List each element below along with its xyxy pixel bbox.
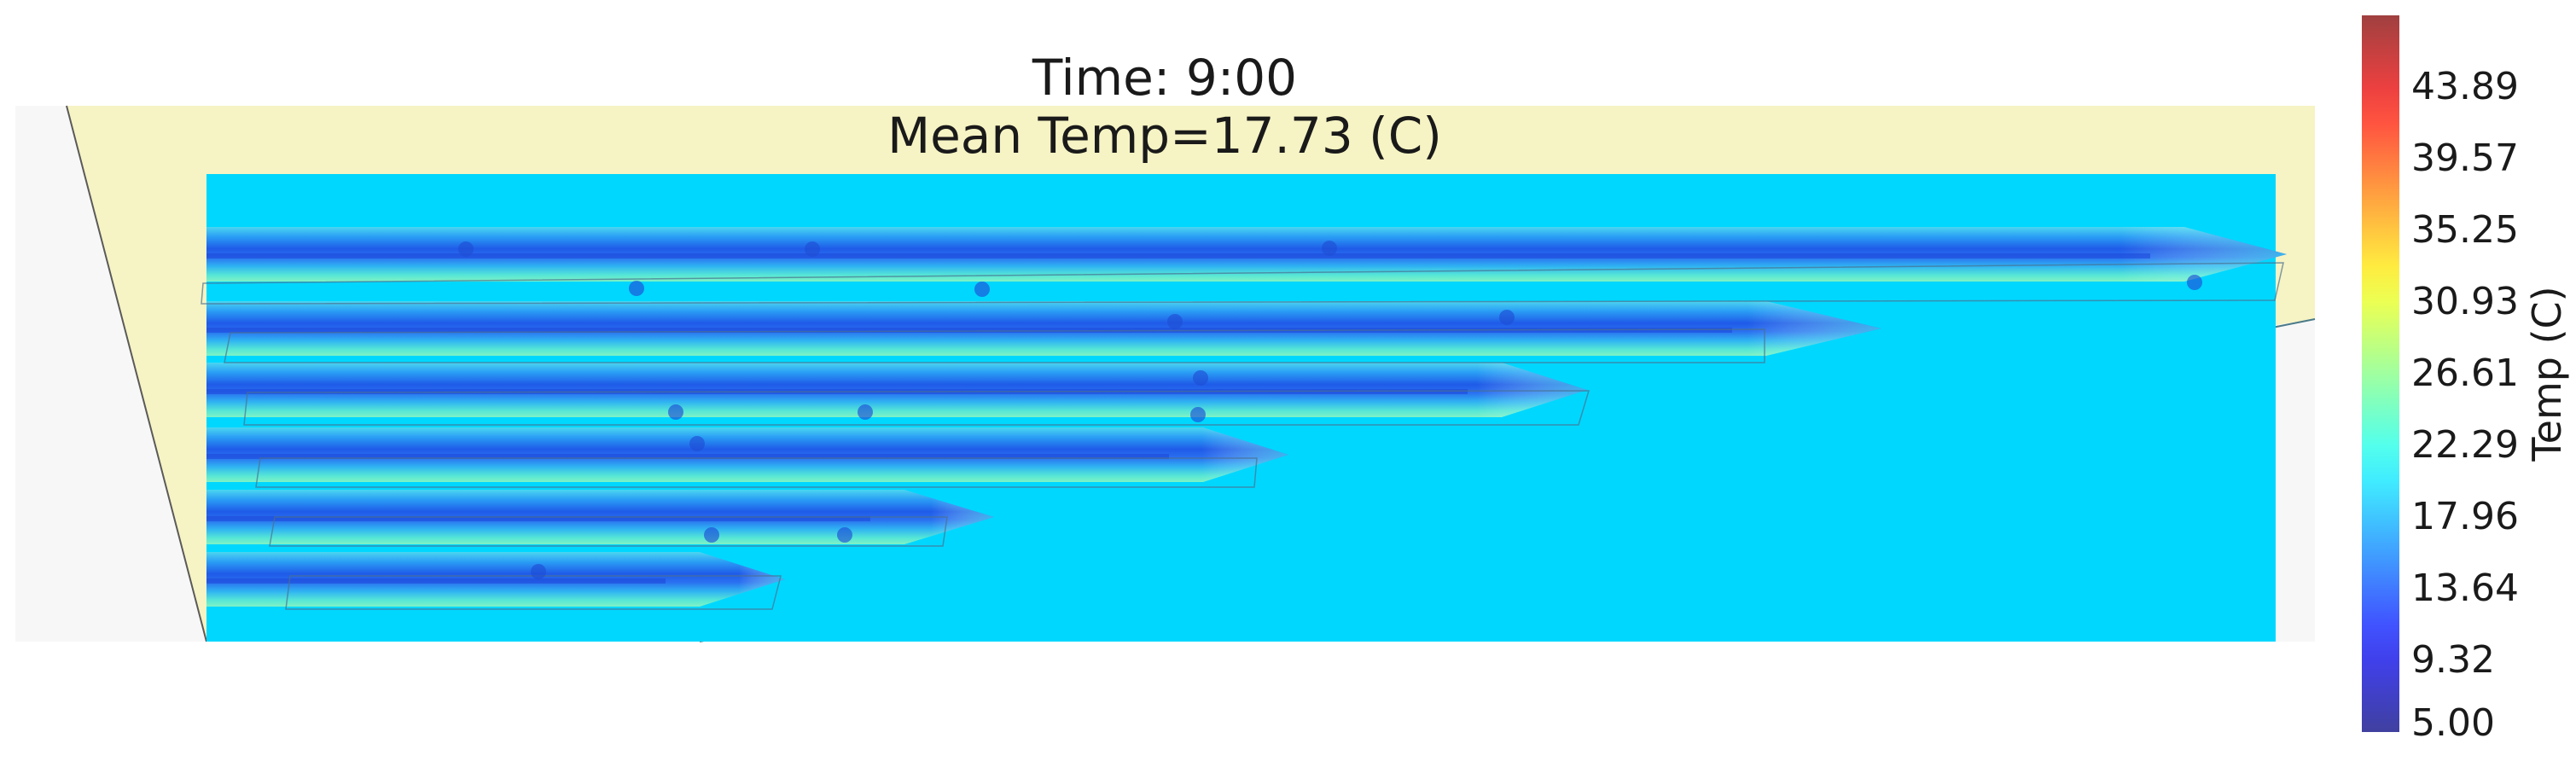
sensor-point-8 — [1193, 370, 1208, 386]
colorbar-tick-label: 5.00 — [2411, 701, 2495, 745]
colorbar-tick-label: 13.64 — [2411, 567, 2519, 610]
sensor-point-1 — [458, 241, 474, 257]
colorbar-tick-label: 43.89 — [2411, 64, 2519, 108]
sensor-point-13 — [2187, 275, 2202, 290]
canopy-outline-4 — [255, 457, 1258, 488]
canopy-outline-1 — [201, 262, 2284, 305]
colorbar — [2362, 15, 2399, 732]
colorbar-tick-label: 9.32 — [2411, 638, 2495, 682]
colorbar-tick-label: 22.29 — [2411, 422, 2519, 467]
sensor-point-12 — [689, 436, 705, 451]
colorbar-tick-label: 35.25 — [2411, 207, 2519, 252]
sensor-point-2 — [805, 241, 820, 257]
chart-title-mean-temp: Mean Temp=17.73 (C) — [887, 107, 1442, 165]
sensor-point-6 — [1167, 314, 1183, 329]
canopy-outline-2 — [224, 328, 1765, 363]
colorbar-label: Temp (C) — [2524, 286, 2570, 462]
sensor-point-16 — [531, 564, 546, 579]
ground-edge-left — [66, 105, 207, 642]
sensor-point-10 — [858, 404, 873, 420]
colorbar-tick-label: 26.61 — [2411, 351, 2519, 395]
canopy-outline-3 — [243, 390, 1590, 426]
sensor-point-14 — [704, 527, 719, 543]
temperature-heatmap — [66, 105, 2316, 642]
sensor-point-11 — [1190, 407, 1206, 422]
canopy-outline-6 — [285, 575, 782, 610]
sensor-point-3 — [1322, 241, 1337, 256]
colorbar-tick-label: 39.57 — [2411, 136, 2519, 180]
canopy-outline-5 — [269, 516, 948, 547]
colorbar-tick-label: 30.93 — [2411, 279, 2519, 323]
sensor-point-5 — [974, 282, 990, 297]
sensor-point-4 — [629, 281, 644, 296]
colorbar-tick-label: 17.96 — [2411, 495, 2519, 538]
chart-title-time: Time: 9:00 — [1032, 49, 1298, 107]
sensor-point-7 — [1499, 310, 1515, 325]
sensor-point-9 — [668, 404, 683, 420]
sensor-point-15 — [837, 527, 852, 543]
